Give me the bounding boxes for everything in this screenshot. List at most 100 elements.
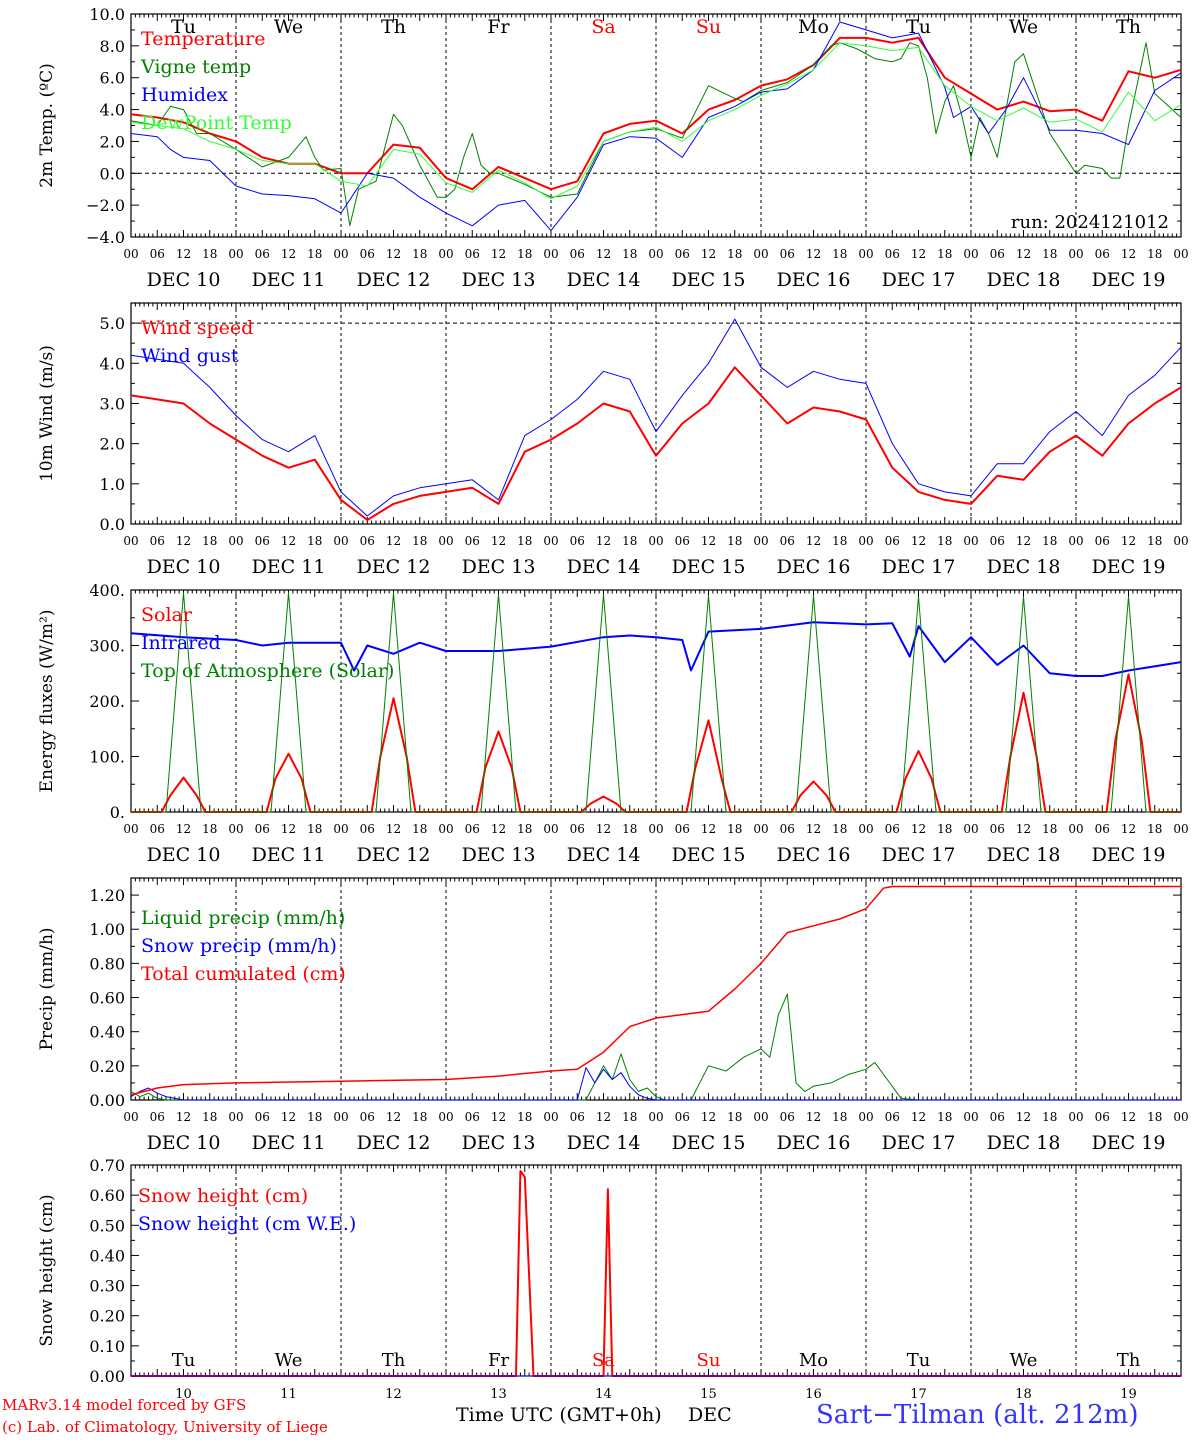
hour-tick-label: 18 bbox=[622, 534, 637, 548]
hour-tick-label: 18 bbox=[937, 247, 952, 261]
y-tick-label: 0.20 bbox=[89, 1057, 125, 1076]
hour-tick-label: 06 bbox=[780, 822, 795, 836]
hour-tick-label: 18 bbox=[727, 822, 742, 836]
y-tick-label: 0. bbox=[110, 803, 125, 822]
weekday-label: Tu bbox=[172, 1350, 196, 1371]
hour-tick-label: 18 bbox=[307, 1110, 322, 1124]
hour-tick-label: 12 bbox=[1016, 822, 1031, 836]
legend-entry: Liquid precip (mm/h) bbox=[141, 907, 345, 929]
hour-tick-label: 18 bbox=[832, 822, 847, 836]
hour-tick-label: 00 bbox=[648, 1110, 663, 1124]
weekday-label: We bbox=[1010, 1350, 1038, 1371]
hour-tick-label: 06 bbox=[990, 1110, 1005, 1124]
hour-tick-label: 06 bbox=[255, 534, 270, 548]
day-date-label: DEC 12 bbox=[357, 556, 431, 578]
day-date-label: DEC 13 bbox=[462, 556, 536, 578]
hour-tick-label: 06 bbox=[465, 534, 480, 548]
day-date-label: DEC 12 bbox=[357, 844, 431, 866]
hour-tick-label: 00 bbox=[333, 822, 348, 836]
hour-tick-label: 18 bbox=[307, 247, 322, 261]
day-number-label: 19 bbox=[1120, 1387, 1137, 1402]
series-line-total-cumulated-cm- bbox=[130, 885, 1181, 1096]
panel-energy: 0. 100. 200. 300. 400. Energy fluxes (W/m²) 00… bbox=[37, 581, 1189, 866]
hour-tick-label: 00 bbox=[963, 822, 978, 836]
hour-tick-label: 18 bbox=[202, 247, 217, 261]
day-date-label: DEC 13 bbox=[462, 269, 536, 291]
hour-tick-label: 06 bbox=[885, 822, 900, 836]
hour-tick-label: 18 bbox=[622, 822, 637, 836]
hour-tick-label: 18 bbox=[412, 822, 427, 836]
hour-tick-label: 18 bbox=[1042, 822, 1057, 836]
hour-tick-label: 18 bbox=[727, 534, 742, 548]
weekday-label: Th bbox=[1117, 1350, 1141, 1371]
hour-tick-label: 06 bbox=[885, 1110, 900, 1124]
day-date-label: DEC 15 bbox=[672, 556, 746, 578]
hour-tick-label: 18 bbox=[1042, 534, 1057, 548]
day-number-label: 16 bbox=[805, 1387, 822, 1402]
day-date-label: DEC 19 bbox=[1092, 844, 1166, 866]
hour-tick-label: 00 bbox=[648, 822, 663, 836]
hour-tick-label: 12 bbox=[806, 534, 821, 548]
series-line-infrared bbox=[130, 621, 1182, 677]
day-date-label: DEC 13 bbox=[462, 844, 536, 866]
hour-tick-label: 18 bbox=[937, 822, 952, 836]
weekday-label: Mo bbox=[798, 16, 829, 38]
hour-tick-label: 06 bbox=[150, 534, 165, 548]
hour-tick-label: 00 bbox=[543, 247, 558, 261]
series-line-dewpoint-temp bbox=[130, 42, 1182, 200]
hour-tick-label: 00 bbox=[228, 822, 243, 836]
y-tick-label: 0.30 bbox=[89, 1277, 125, 1296]
hour-tick-label: 06 bbox=[675, 247, 690, 261]
hour-tick-label: 12 bbox=[281, 247, 296, 261]
hour-tick-label: 18 bbox=[727, 1110, 742, 1124]
hour-tick-label: 00 bbox=[543, 1110, 558, 1124]
time-axis-label: Time UTC (GMT+0h) bbox=[456, 1404, 662, 1426]
day-date-label: DEC 10 bbox=[147, 556, 221, 578]
hour-tick-label: 06 bbox=[1095, 247, 1110, 261]
hour-tick-label: 00 bbox=[333, 534, 348, 548]
day-date-label: DEC 15 bbox=[672, 1132, 746, 1154]
hour-tick-label: 18 bbox=[832, 247, 847, 261]
y-tick-label: 10.0 bbox=[89, 5, 125, 24]
hour-tick-label: 00 bbox=[1068, 247, 1083, 261]
hour-tick-label: 18 bbox=[517, 534, 532, 548]
panel-temperature: −4.0 −2.0 0.0 2.0 4.0 6.0 8.0 10.0 2m Temp. (ºC)… bbox=[37, 5, 1189, 291]
legend-entry: DewPoint Temp bbox=[141, 112, 292, 134]
hour-tick-label: 06 bbox=[255, 1110, 270, 1124]
hour-tick-label: 12 bbox=[701, 247, 716, 261]
hour-tick-label: 00 bbox=[123, 247, 138, 261]
hour-tick-label: 00 bbox=[438, 247, 453, 261]
day-date-label: DEC 19 bbox=[1092, 556, 1166, 578]
hour-tick-label: 06 bbox=[675, 1110, 690, 1124]
day-date-label: DEC 15 bbox=[672, 844, 746, 866]
hour-tick-label: 12 bbox=[386, 1110, 401, 1124]
hour-tick-label: 18 bbox=[202, 1110, 217, 1124]
hour-tick-label: 00 bbox=[123, 1110, 138, 1124]
hour-tick-label: 00 bbox=[543, 822, 558, 836]
hour-tick-label: 18 bbox=[517, 247, 532, 261]
hour-tick-label: 00 bbox=[858, 822, 873, 836]
day-date-label: DEC 10 bbox=[147, 844, 221, 866]
hour-tick-label: 18 bbox=[1147, 534, 1162, 548]
hour-tick-label: 00 bbox=[543, 534, 558, 548]
day-date-label: DEC 14 bbox=[567, 269, 641, 291]
hour-tick-label: 12 bbox=[281, 534, 296, 548]
hour-tick-label: 00 bbox=[123, 534, 138, 548]
day-date-label: DEC 12 bbox=[357, 269, 431, 291]
hour-tick-label: 12 bbox=[1016, 534, 1031, 548]
day-date-label: DEC 10 bbox=[147, 1132, 221, 1154]
hour-tick-label: 00 bbox=[648, 247, 663, 261]
legend-entry: Top of Atmosphere (Solar) bbox=[141, 660, 394, 682]
day-number-label: 13 bbox=[490, 1387, 507, 1402]
hour-tick-label: 00 bbox=[753, 247, 768, 261]
y-tick-label: 0.20 bbox=[89, 1307, 125, 1326]
y-tick-label: 1.20 bbox=[89, 886, 125, 905]
hour-tick-label: 18 bbox=[412, 534, 427, 548]
day-date-label: DEC 14 bbox=[567, 1132, 641, 1154]
weekday-label: Sa bbox=[591, 16, 615, 38]
y-tick-label: 100. bbox=[89, 748, 125, 767]
hour-tick-label: 06 bbox=[885, 534, 900, 548]
hour-tick-label: 06 bbox=[570, 534, 585, 548]
day-date-label: DEC 15 bbox=[672, 269, 746, 291]
legend-entry: Humidex bbox=[141, 84, 228, 106]
